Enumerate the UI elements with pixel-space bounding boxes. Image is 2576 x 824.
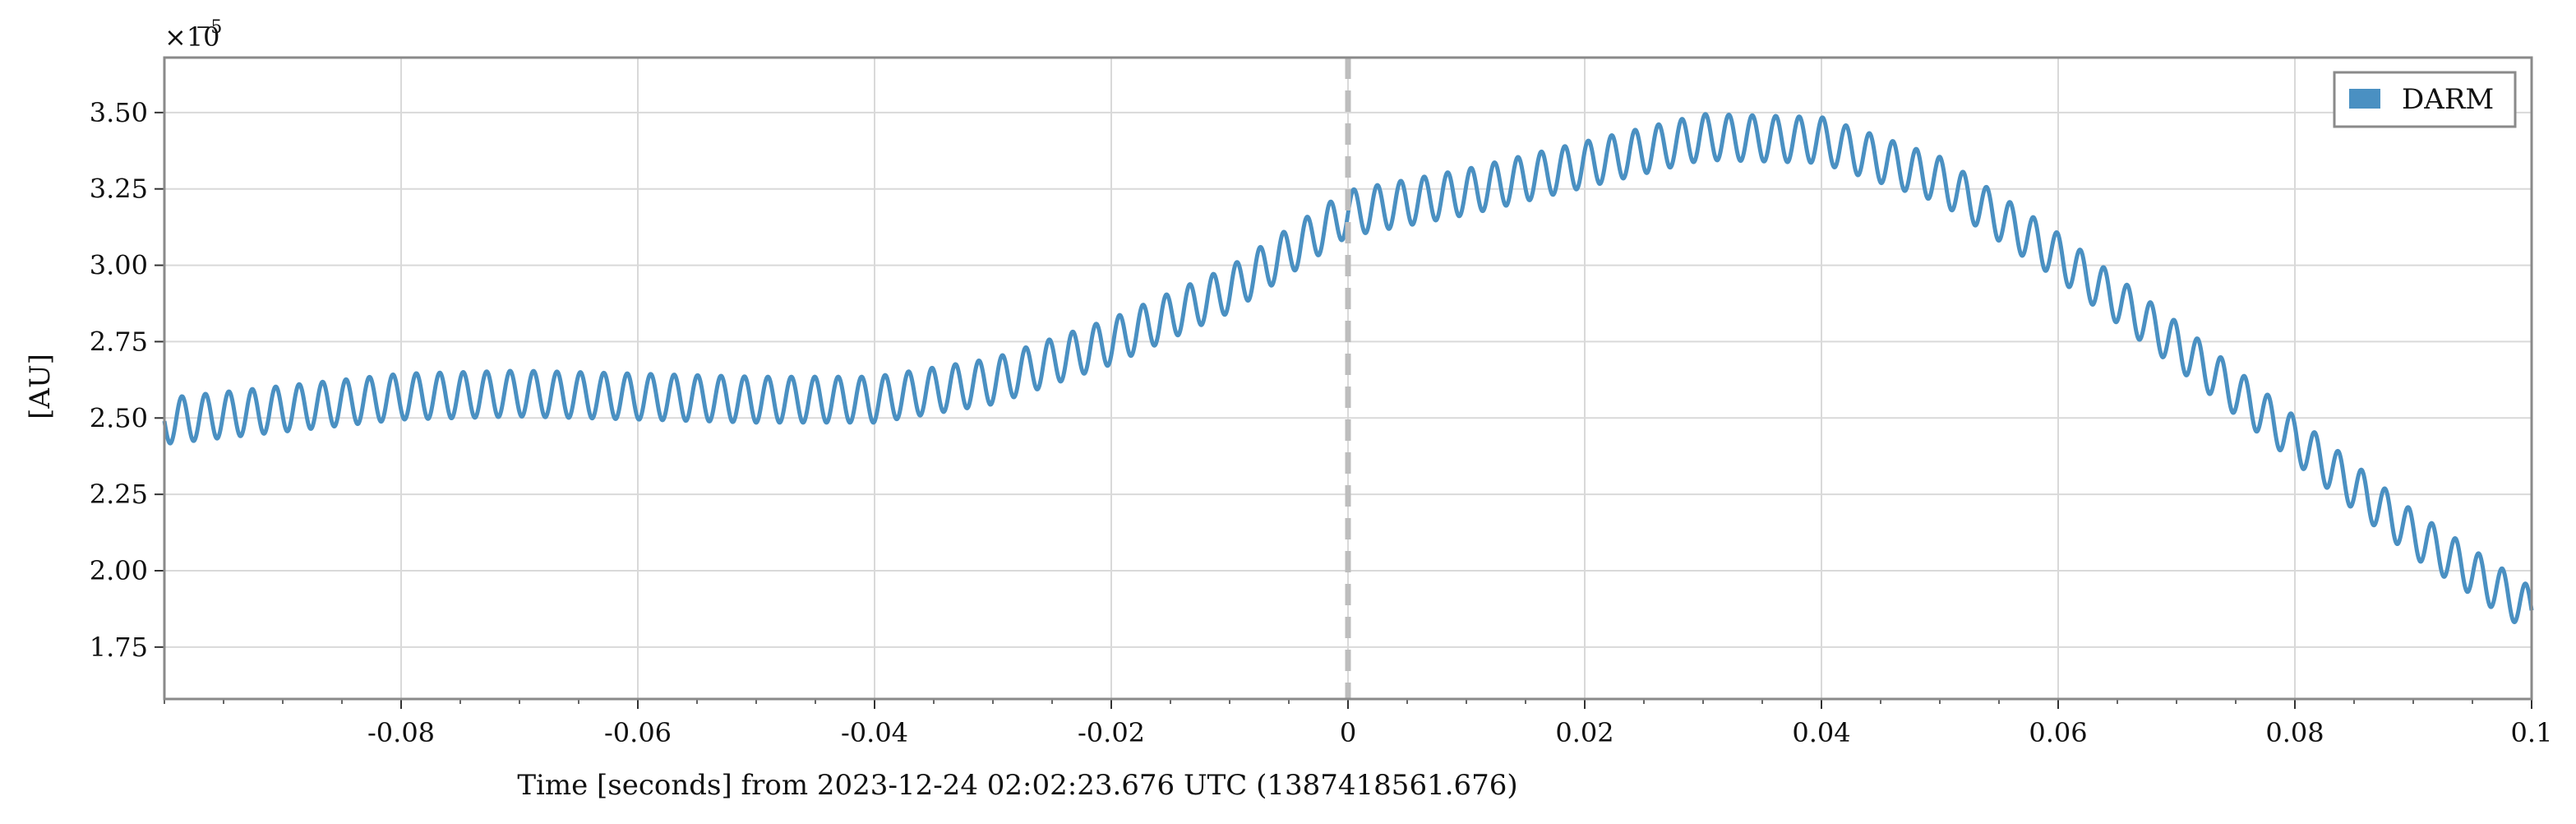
y-tick-label: 2.50 [90, 402, 148, 433]
x-tick-label: 0.04 [1792, 717, 1850, 748]
x-tick-label: 0.08 [2265, 717, 2324, 748]
legend-label: DARM [2402, 83, 2494, 116]
x-tick-label: 0.06 [2029, 717, 2087, 748]
y-tick-label: 2.00 [90, 555, 148, 586]
y-axis-label: [AU] [24, 354, 57, 419]
x-tick-label: 0 [1340, 717, 1356, 748]
x-axis-label: Time [seconds] from 2023-12-24 02:02:23.… [517, 769, 1517, 802]
y-multiplier-exponent: −5 [196, 17, 222, 38]
y-tick-label: 3.50 [90, 97, 148, 128]
y-multiplier-base: ×10 [164, 21, 220, 53]
x-tick-label: 0.1 [2511, 717, 2553, 748]
y-tick-label: 3.25 [90, 174, 148, 205]
series-line-darm [162, 112, 2534, 624]
y-tick-label: 2.75 [90, 326, 148, 357]
axes: -0.08 -0.06 -0.04 -0.02 0 0.02 0.04 0.06 0.08 0.1… [90, 56, 2553, 748]
y-tick-label: 3.00 [90, 250, 148, 281]
plot-area [162, 58, 2534, 699]
plot-frame [163, 56, 2533, 701]
legend: DARM [2333, 71, 2517, 128]
y-tick-label: 2.25 [90, 479, 148, 510]
x-tick-label: -0.08 [367, 717, 435, 748]
legend-swatch [2349, 89, 2380, 109]
x-tick-label: -0.06 [604, 717, 672, 748]
x-tick-label: 0.02 [1555, 717, 1613, 748]
y-multiplier: ×10 −5 [164, 17, 222, 53]
y-tick-label: 1.75 [90, 632, 148, 663]
x-tick-label: -0.02 [1078, 717, 1145, 748]
x-tick-label: -0.04 [841, 717, 908, 748]
